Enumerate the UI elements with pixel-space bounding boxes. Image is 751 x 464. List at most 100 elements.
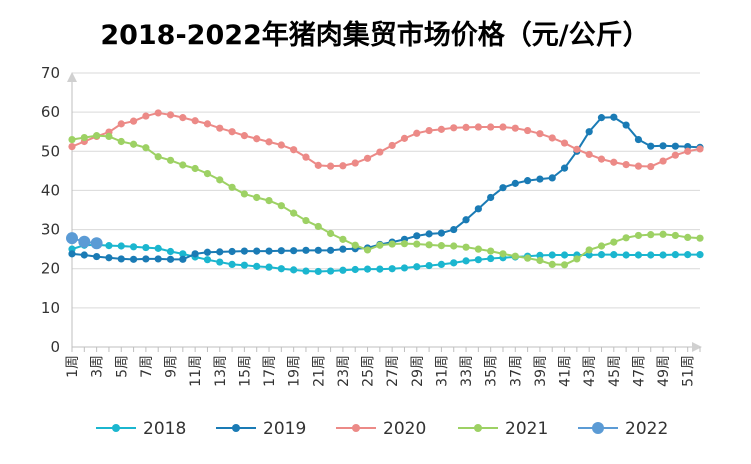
data-point-2021 <box>117 137 125 146</box>
legend-item-2019[interactable]: 2019 <box>216 419 306 439</box>
data-point-2019 <box>671 142 679 150</box>
data-point-2018 <box>487 254 495 263</box>
data-point-2021 <box>622 234 630 242</box>
data-point-2020 <box>524 126 532 135</box>
data-point-2019 <box>105 254 113 262</box>
series-2019 <box>68 113 704 263</box>
data-point-2020 <box>450 124 458 132</box>
data-point-2018 <box>696 251 704 259</box>
data-point-2019 <box>203 248 212 256</box>
legend-label: 2021 <box>505 419 548 439</box>
data-point-2019 <box>511 179 519 187</box>
data-point-2020 <box>314 161 322 169</box>
data-point-2020 <box>129 117 138 125</box>
data-point-2019 <box>80 251 88 259</box>
data-point-2018 <box>314 267 322 276</box>
data-point-2021 <box>142 144 150 152</box>
data-point-2019 <box>179 255 187 263</box>
x-tick-label: 45周 <box>607 355 623 387</box>
data-point-2020 <box>376 148 384 156</box>
data-point-2019 <box>191 250 199 258</box>
legend-item-2018[interactable]: 2018 <box>96 419 186 439</box>
data-point-2018 <box>413 263 421 271</box>
data-point-2019 <box>339 245 347 253</box>
data-point-2021 <box>462 243 470 251</box>
data-point-2020 <box>363 154 372 162</box>
data-point-2021 <box>597 242 606 250</box>
data-point-2018 <box>376 265 384 273</box>
data-point-2020 <box>265 138 273 146</box>
data-point-2020 <box>696 145 704 153</box>
y-tick-label: 10 <box>41 299 60 317</box>
x-tick-label: 47周 <box>631 355 647 387</box>
data-point-2020 <box>203 120 212 128</box>
data-point-2021 <box>487 247 495 255</box>
legend-item-2020[interactable]: 2020 <box>336 419 426 439</box>
data-point-2019 <box>228 247 236 256</box>
data-point-2018 <box>142 243 150 252</box>
data-point-2019 <box>560 164 569 172</box>
data-point-2020 <box>474 123 482 131</box>
chart-title: 2018-2022年猪肉集贸市场价格（元/公斤） <box>100 19 649 51</box>
x-tick-label: 29周 <box>410 355 426 387</box>
x-tick-label: 41周 <box>558 355 574 387</box>
data-point-2021 <box>339 235 347 243</box>
data-point-2018 <box>351 265 359 274</box>
data-point-2021 <box>277 202 285 210</box>
data-point-2021 <box>314 222 322 231</box>
data-point-2019 <box>240 247 248 255</box>
data-point-2021 <box>179 161 187 169</box>
data-point-2021 <box>105 132 113 141</box>
data-point-2021 <box>388 240 396 248</box>
x-tick-label: 19周 <box>287 355 303 387</box>
x-tick-label: 3周 <box>90 355 106 378</box>
data-point-2019 <box>610 113 618 121</box>
data-point-2019 <box>634 135 643 144</box>
x-tick-label: 31周 <box>434 355 450 387</box>
data-point-2020 <box>425 126 433 135</box>
data-point-2020 <box>585 150 593 159</box>
data-point-2020 <box>339 162 347 170</box>
data-point-2021 <box>671 231 679 240</box>
series-line-2020 <box>71 111 701 168</box>
data-point-2020 <box>597 155 606 163</box>
data-point-2019 <box>659 142 667 150</box>
data-point-2020 <box>548 134 556 142</box>
data-point-2021 <box>499 250 507 258</box>
x-tick-label: 17周 <box>262 355 278 387</box>
data-point-2018 <box>622 251 630 259</box>
legend-marker <box>474 424 482 432</box>
data-point-2021 <box>166 156 175 164</box>
data-point-2021 <box>240 190 248 198</box>
data-point-2020 <box>290 146 298 154</box>
data-point-2021 <box>659 230 667 238</box>
data-point-2020 <box>117 120 125 128</box>
legend-item-2022[interactable]: 2022 <box>578 419 668 439</box>
data-point-2019 <box>536 175 544 183</box>
data-point-2020 <box>166 111 175 119</box>
data-point-2020 <box>179 114 187 122</box>
data-point-2018 <box>302 267 310 275</box>
data-point-2018 <box>585 251 593 259</box>
data-point-2018 <box>684 251 692 259</box>
series-layer <box>66 109 704 276</box>
series-2021 <box>68 132 704 269</box>
data-point-2018 <box>597 251 606 259</box>
data-point-2018 <box>228 260 236 269</box>
data-point-2018 <box>548 251 556 259</box>
legend-item-2021[interactable]: 2021 <box>458 419 548 439</box>
legend-marker <box>112 424 120 432</box>
y-tick-label: 30 <box>41 221 60 239</box>
x-tick-label: 21周 <box>311 355 327 387</box>
data-point-2021 <box>450 242 458 250</box>
data-point-2018 <box>203 256 212 264</box>
data-point-2021 <box>129 140 138 148</box>
data-point-2021 <box>413 240 421 248</box>
legend[interactable]: 2018 2019 2020 2021 2022 <box>96 419 668 439</box>
data-point-2021 <box>154 153 162 161</box>
legend-label: 2022 <box>625 419 668 439</box>
data-point-2019 <box>302 246 310 254</box>
data-point-2019 <box>314 246 322 254</box>
data-point-2020 <box>68 142 76 151</box>
data-point-2019 <box>129 255 138 263</box>
